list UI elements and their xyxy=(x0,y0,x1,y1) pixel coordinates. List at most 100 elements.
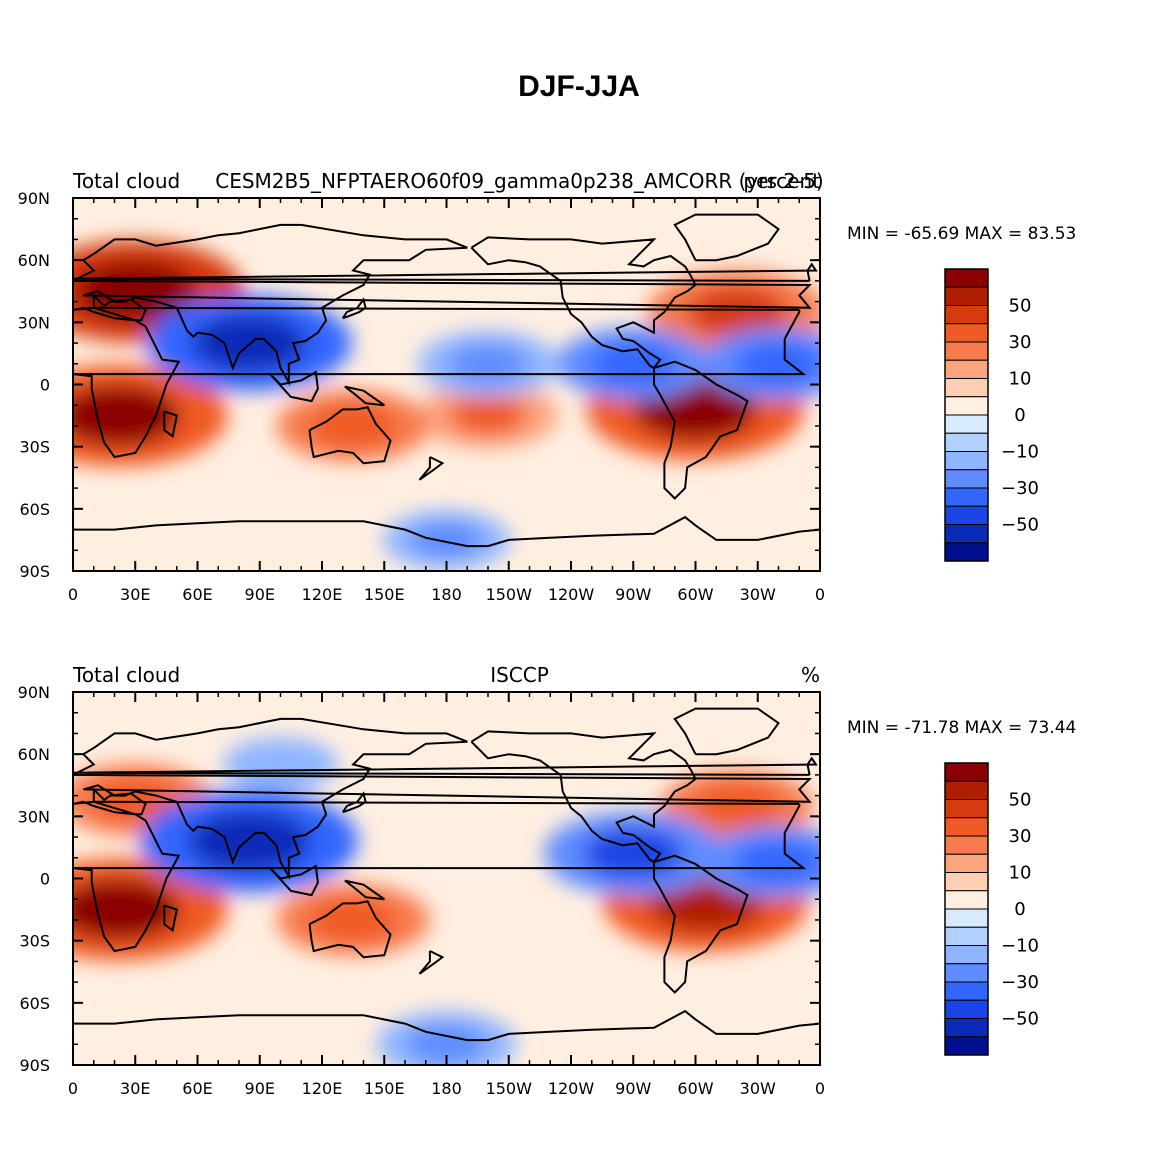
colorbar-box xyxy=(944,890,989,910)
colorbar-label: 0 xyxy=(1014,899,1025,920)
max-label: MAX = xyxy=(965,224,1028,244)
field-anomaly-core xyxy=(73,384,180,447)
field-anomaly-core xyxy=(448,343,528,384)
colorbar-box xyxy=(944,505,989,525)
coastline xyxy=(73,756,818,776)
x-tick-label: 0 xyxy=(68,585,78,604)
x-tick-label: 180 xyxy=(431,1079,462,1098)
coastline xyxy=(308,406,392,465)
colorbar-box xyxy=(944,762,989,782)
y-tick-label: 0 xyxy=(40,376,50,395)
field-anomaly-core xyxy=(735,840,820,884)
colorbar-label: 10 xyxy=(1009,369,1032,390)
field-anomaly-core xyxy=(188,810,311,872)
field-anomaly-core xyxy=(406,1024,487,1065)
colorbar-box xyxy=(944,799,989,819)
panel-isccp: 0 30E 60E 90E 120E 150E 180 150W 120W 90W 60W 30W 09… xyxy=(18,663,1077,1098)
colorbar-box xyxy=(944,926,989,946)
colorbar-box xyxy=(944,908,989,928)
field-anomaly-core xyxy=(309,898,397,942)
x-tick-label: 30E xyxy=(120,1079,150,1098)
colorbar-box xyxy=(944,451,989,471)
panel-center-label: ISCCP xyxy=(490,663,549,687)
x-tick-label: 120W xyxy=(548,585,595,604)
coastlines xyxy=(73,707,820,1042)
colorbar-label: 0 xyxy=(1014,405,1025,426)
coastlines xyxy=(73,213,820,548)
colorbar-label: 50 xyxy=(1009,790,1032,811)
colorbar-label: −30 xyxy=(1001,972,1039,993)
colorbar-label: −50 xyxy=(1001,515,1039,536)
min-label: MIN = xyxy=(847,224,904,244)
colorbar-label: 10 xyxy=(1009,863,1032,884)
colorbar-box xyxy=(944,835,989,855)
y-tick-label: 90N xyxy=(18,683,50,702)
x-tick-label: 0 xyxy=(68,1079,78,1098)
colorbar-label: 30 xyxy=(1009,826,1032,847)
panel-model: 0 30E 60E 90E 120E 150E 180 150W 120W 90W 60W 30W 09… xyxy=(18,169,1077,604)
colorbar-label: −10 xyxy=(1001,936,1039,957)
min-max-readout: MIN = -71.78 MAX = 73.44 xyxy=(847,718,1076,738)
max-value: 83.53 xyxy=(1028,224,1077,244)
x-tick-label: 60W xyxy=(677,585,713,604)
x-tick-label: 150W xyxy=(486,1079,533,1098)
coastline xyxy=(163,410,178,439)
coastline xyxy=(73,515,820,548)
coastline xyxy=(73,1009,820,1042)
x-tick-label: 60W xyxy=(677,1079,713,1098)
coastline xyxy=(418,456,445,481)
min-value: -71.78 xyxy=(904,718,964,738)
y-tick-label: 30N xyxy=(18,313,50,332)
colorbar-box xyxy=(944,432,989,452)
coastline xyxy=(470,236,697,370)
x-tick-label: 120E xyxy=(302,585,343,604)
coastline xyxy=(308,900,392,959)
colorbar-box xyxy=(944,359,989,379)
y-tick-label: 90S xyxy=(19,562,50,581)
colorbar-box xyxy=(944,469,989,489)
x-tick-label: 150E xyxy=(364,1079,405,1098)
coastline xyxy=(73,223,812,387)
y-tick-label: 60S xyxy=(19,500,50,519)
coastline xyxy=(73,262,818,282)
coastline xyxy=(341,791,367,814)
colorbar-label: 30 xyxy=(1009,332,1032,353)
colorbar-box xyxy=(944,323,989,343)
coastline xyxy=(73,800,807,953)
colorbar-box xyxy=(944,341,989,361)
colorbar-frame xyxy=(944,268,989,562)
coastline xyxy=(673,213,780,262)
x-tick-label: 90E xyxy=(245,1079,275,1098)
colorbar-box xyxy=(944,1036,989,1056)
coastline xyxy=(673,707,780,756)
x-tick-label: 0 xyxy=(815,585,825,604)
field-layer xyxy=(73,737,820,1065)
coastline xyxy=(269,370,319,403)
colorbar-label: −30 xyxy=(1001,478,1039,499)
coastline xyxy=(341,297,367,320)
min-value: -65.69 xyxy=(904,224,964,244)
colorbar-frame xyxy=(944,762,989,1056)
x-tick-label: 60E xyxy=(182,1079,212,1098)
colorbar-box xyxy=(944,524,989,544)
colorbar-box xyxy=(944,999,989,1019)
field-anomaly-core xyxy=(448,395,528,436)
panel-center-label: CESM2B5_NFPTAERO60f09_gamma0p238_AMCORR … xyxy=(215,169,823,193)
x-tick-label: 60E xyxy=(182,585,212,604)
min-max-readout: MIN = -65.69 MAX = 83.53 xyxy=(847,224,1076,244)
colorbar-label: −50 xyxy=(1001,1009,1039,1030)
x-tick-label: 120E xyxy=(302,1079,343,1098)
field-anomaly-core xyxy=(590,342,677,386)
x-tick-label: 30W xyxy=(740,1079,776,1098)
coastline xyxy=(418,950,445,975)
y-tick-label: 30S xyxy=(19,932,50,951)
coastline xyxy=(653,360,749,500)
colorbar-box xyxy=(944,981,989,1001)
y-tick-label: 90S xyxy=(19,1056,50,1075)
colorbar-box xyxy=(944,780,989,800)
coastline xyxy=(653,854,749,994)
x-tick-label: 150W xyxy=(486,585,533,604)
field-anomaly-core xyxy=(693,784,781,828)
coastline xyxy=(470,730,697,864)
coastline xyxy=(163,904,178,933)
